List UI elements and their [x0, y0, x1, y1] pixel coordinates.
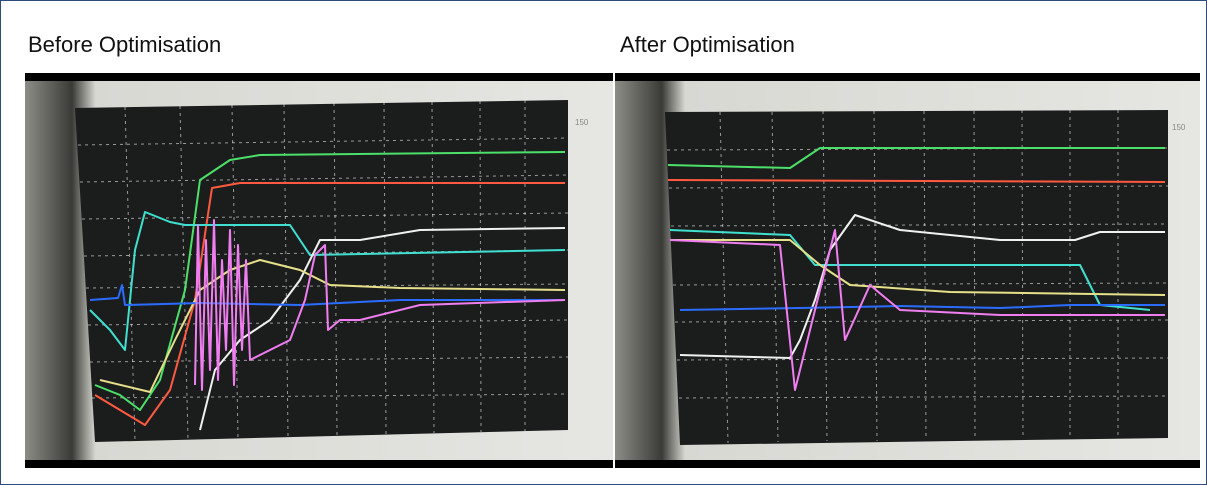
photo-after: 150 [615, 73, 1200, 468]
panel-title: After Optimisation [620, 32, 795, 57]
slide: Before Optimisation After Optimisation 1… [0, 0, 1207, 485]
page: Before Optimisation After Optimisation 1… [0, 0, 1207, 485]
svg-text:150: 150 [1172, 123, 1186, 132]
panel-title: Before Optimisation [28, 32, 221, 57]
svg-text:150: 150 [575, 118, 589, 127]
photo-before: 150 [25, 73, 613, 468]
